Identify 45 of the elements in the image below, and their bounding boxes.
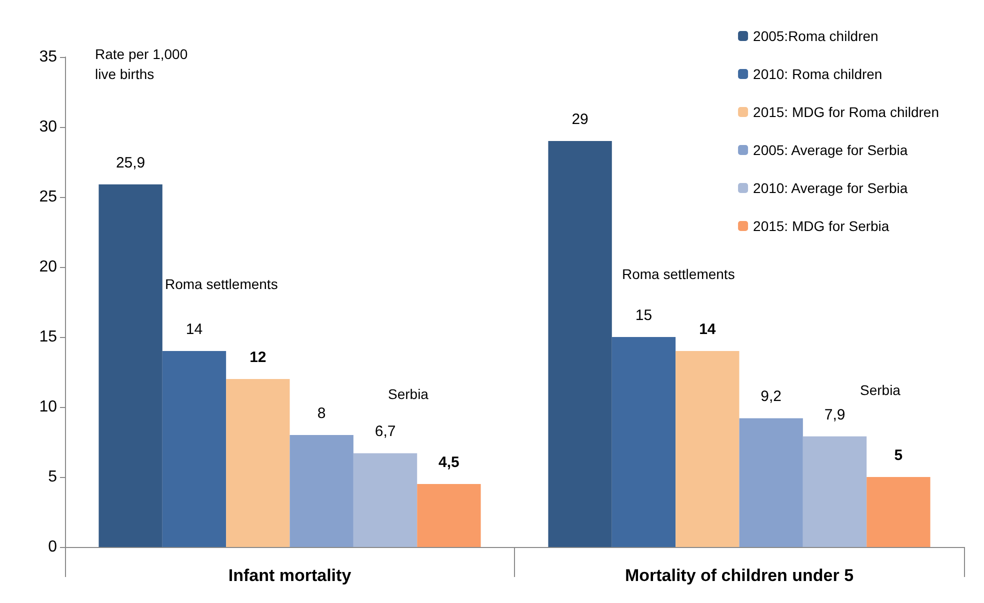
- x-tick-label: Mortality of children under 5: [624, 566, 854, 585]
- data-label: 8: [317, 405, 326, 422]
- y-tick-label: 15: [39, 328, 58, 346]
- bar: [290, 435, 354, 547]
- y-tick-label: 35: [39, 48, 58, 66]
- legend-label: 2015: MDG for Roma children: [753, 104, 940, 120]
- legend-label: 2005: Average for Serbia: [753, 142, 908, 158]
- bar: [162, 351, 226, 547]
- y-tick-label: 20: [39, 258, 58, 276]
- legend-label: 2010: Roma children: [753, 66, 882, 82]
- data-label: 29: [572, 111, 588, 128]
- legend-label: 2005:Roma children: [753, 28, 878, 44]
- data-label: 5: [894, 447, 903, 464]
- data-label: 14: [699, 321, 716, 338]
- y-tick-label: 30: [39, 118, 58, 136]
- data-label: 25,9: [116, 154, 146, 172]
- y-tick-label: 10: [39, 398, 58, 416]
- bar: [739, 418, 803, 547]
- bar: [802, 436, 867, 547]
- bar: [226, 379, 290, 547]
- bar: [676, 351, 740, 547]
- legend-label: 2010: Average for Serbia: [753, 180, 908, 196]
- data-label: 9,2: [760, 388, 782, 406]
- annotation: Serbia: [388, 386, 429, 402]
- bar: [612, 337, 676, 547]
- data-label: 14: [186, 321, 203, 338]
- y-tick-label: 0: [48, 538, 58, 556]
- data-label: 4,5: [438, 454, 460, 471]
- bar: [98, 184, 162, 547]
- bar: [353, 453, 418, 547]
- annotation: Roma settlements: [165, 276, 278, 292]
- bar: [866, 477, 930, 547]
- legend-label: 2015: MDG for Serbia: [753, 218, 890, 234]
- data-label: 7,9: [824, 406, 846, 424]
- bar: [548, 141, 612, 547]
- annotation: Roma settlements: [622, 266, 735, 282]
- y-tick-label: 25: [39, 188, 58, 206]
- annotation: Serbia: [860, 382, 901, 398]
- bar: [417, 484, 481, 547]
- y-tick-label: 5: [48, 468, 58, 486]
- data-label: 12: [250, 349, 266, 366]
- annotation: Rate per 1,000 live births: [95, 46, 188, 82]
- data-label: 6,7: [374, 423, 396, 440]
- data-label: 15: [635, 307, 652, 324]
- x-tick-label: Infant mortality: [228, 566, 352, 585]
